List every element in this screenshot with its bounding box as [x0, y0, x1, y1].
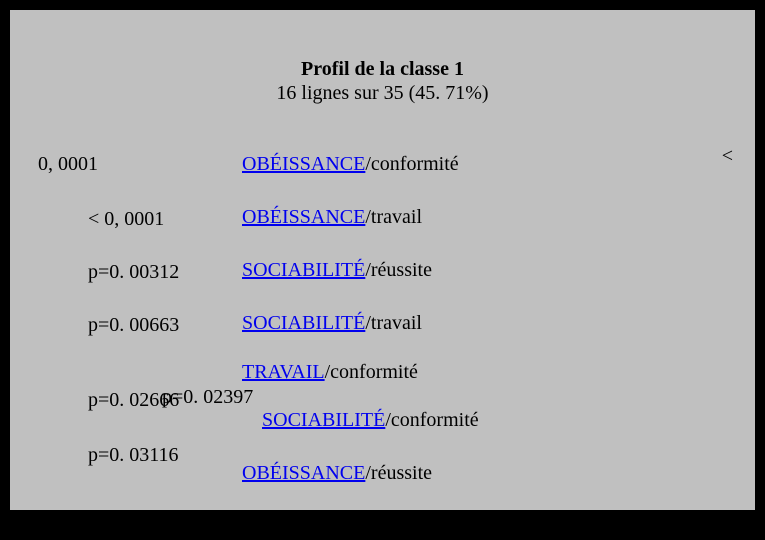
p-value-inline-1: p=0. 02397 [162, 386, 642, 409]
title-line-2: 16 lignes sur 35 (45. 71%) [10, 82, 755, 106]
lt-symbol: < [722, 145, 733, 167]
item-obeissance-reussite: OBÉISSANCE/réussite [242, 462, 642, 485]
item-travail-conformite: TRAVAIL/conformité [242, 361, 642, 384]
item-sociabilite-reussite: SOCIABILITÉ/réussite [242, 259, 642, 282]
suffix-conformite-3: /conformité [385, 409, 478, 431]
right-column: < [722, 145, 733, 168]
title-block: Profil de la classe 1 16 lignes sur 35 (… [10, 10, 755, 105]
p-value-5: p=0. 03116 [88, 444, 238, 467]
link-sociabilite-3[interactable]: SOCIABILITÉ [262, 409, 385, 431]
item-sociabilite-conformite: SOCIABILITÉ/conformité [242, 409, 642, 432]
suffix-reussite-2: /réussite [365, 462, 432, 484]
suffix-conformite-1: /conformité [365, 153, 458, 175]
p-value-2: p=0. 00312 [88, 261, 238, 284]
item-obeissance-conformite: OBÉISSANCE/conformité [242, 153, 642, 176]
item-sociabilite-travail: SOCIABILITÉ/travail [242, 312, 642, 335]
footer-note: *parent favorisé [242, 517, 642, 540]
left-column: 0, 0001 < 0, 0001 p=0. 00312 p=0. 00663 … [38, 145, 238, 467]
suffix-reussite-1: /réussite [365, 259, 432, 281]
link-obeissance-1[interactable]: OBÉISSANCE [242, 153, 365, 175]
suffix-travail-1: /travail [365, 206, 422, 228]
title-line-1: Profil de la classe 1 [10, 58, 755, 82]
mid-column: OBÉISSANCE/conformité OBÉISSANCE/travail… [242, 145, 642, 540]
link-obeissance-3[interactable]: OBÉISSANCE [242, 462, 365, 484]
link-sociabilite-1[interactable]: SOCIABILITÉ [242, 259, 365, 281]
suffix-conformite-2: /conformité [325, 361, 418, 383]
p-value-0: 0, 0001 [38, 153, 238, 176]
item-obeissance-travail: OBÉISSANCE/travail [242, 206, 642, 229]
p-value-3: p=0. 00663 [88, 314, 238, 337]
link-obeissance-2[interactable]: OBÉISSANCE [242, 206, 365, 228]
link-sociabilite-2[interactable]: SOCIABILITÉ [242, 312, 365, 334]
page: Profil de la classe 1 16 lignes sur 35 (… [10, 10, 755, 510]
suffix-travail-2: /travail [365, 312, 422, 334]
link-travail[interactable]: TRAVAIL [242, 361, 325, 383]
p-value-1: < 0, 0001 [88, 208, 238, 231]
